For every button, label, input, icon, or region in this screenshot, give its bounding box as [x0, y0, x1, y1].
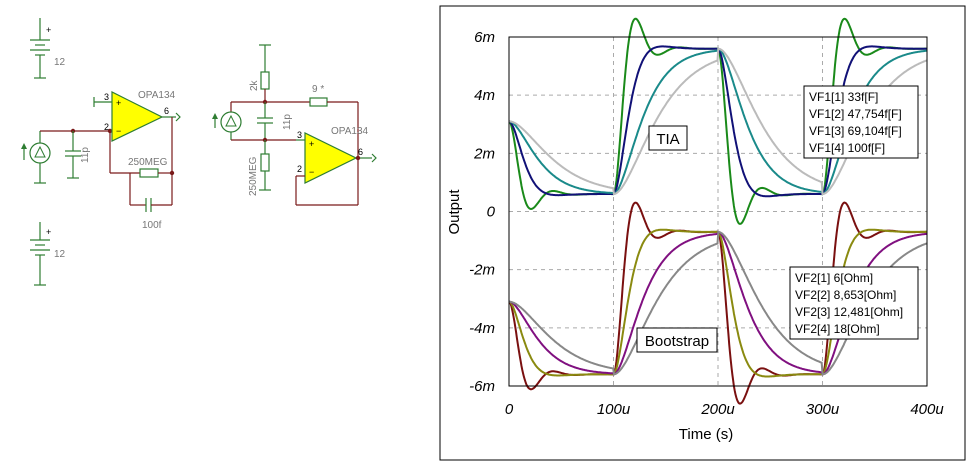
battery-bottom-plus: + [46, 227, 51, 237]
res-fb-1-label: 250MEG [128, 157, 168, 168]
opamp-1-pin6: 6 [164, 106, 169, 116]
plot-area [508, 36, 928, 387]
legend-boot-4: VF2[4] 18[Ohm] [795, 322, 880, 336]
res-fb-2-label: 9 * [312, 84, 324, 95]
chart-ticks: 0 100u 200u 300u 400u -6m -4m -2m 0 2m 4m 6m [469, 29, 944, 418]
y-tick-label: -6m [469, 378, 495, 395]
cap-mid-2[interactable]: 11p [257, 102, 293, 140]
res-top-2-label: 2k [249, 79, 260, 91]
opamp-2-plus: + [309, 139, 314, 149]
res-bot-2-label: 250MEG [248, 156, 259, 196]
opamp-1-minus: − [116, 126, 121, 136]
legend-boot-3: VF2[3] 12,481[Ohm] [795, 305, 903, 319]
current-source-1[interactable] [21, 131, 51, 184]
legend-boot-1: VF2[1] 6[Ohm] [795, 271, 873, 285]
cap-input-1-label: 11p [80, 147, 91, 163]
legend-tia-3: VF1[3] 69,104f[F] [809, 124, 902, 138]
x-tick-label: 400u [910, 401, 944, 418]
cap-mid-2-label: 11p [282, 114, 293, 130]
y-tick-label: 6m [474, 29, 495, 46]
schematic: + 12 + 12 11p + − 3 [21, 18, 377, 286]
opamp-2-pin3: 3 [297, 130, 302, 140]
y-tick-label: 2m [473, 145, 495, 162]
x-tick-label: 200u [700, 401, 735, 418]
y-tick-label: 4m [474, 87, 495, 104]
battery-bottom-value: 12 [54, 249, 66, 260]
battery-bottom[interactable]: + 12 [30, 222, 66, 286]
legend-boot-2: VF2[2] 8,653[Ohm] [795, 288, 896, 302]
y-tick-label: 0 [487, 204, 496, 221]
cap-input-1[interactable]: 11p [65, 131, 91, 179]
node-6 [355, 155, 361, 161]
battery-top-plus: + [46, 25, 51, 35]
opamp-1[interactable]: + − 3 2 6 OPA134 [104, 90, 175, 142]
x-tick-label: 300u [806, 401, 840, 418]
output-arrow-1 [175, 112, 181, 122]
battery-top-value: 12 [54, 57, 66, 68]
x-tick-label: 100u [597, 401, 631, 418]
res-bot-2[interactable]: 250MEG [248, 140, 271, 196]
opamp-2-pin2: 2 [297, 164, 302, 174]
x-tick-label: 0 [505, 401, 514, 418]
battery-top[interactable]: + 12 [30, 18, 66, 79]
opamp-2-pin6: 6 [358, 147, 363, 157]
y-axis-label: Output [446, 189, 463, 235]
y-tick-label: -4m [469, 320, 495, 337]
opamp-2-minus: − [309, 167, 314, 177]
legend-tia-4: VF1[4] 100f[F] [809, 141, 885, 155]
legend-tia-2: VF1[2] 47,754f[F] [809, 107, 902, 121]
y-tick-label: -2m [469, 262, 495, 279]
opamp-2[interactable]: + − 3 2 6 OPA134 [297, 126, 368, 184]
annotation-bootstrap: Bootstrap [636, 327, 718, 353]
opamp-2-label: OPA134 [331, 126, 368, 137]
legend-bootstrap: VF2[1] 6[Ohm] VF2[2] 8,653[Ohm] VF2[3] 1… [789, 266, 919, 340]
output-arrow-2 [371, 153, 377, 163]
legend-tia: VF1[1] 33f[F] VF1[2] 47,754f[F] VF1[3] 6… [803, 85, 919, 159]
annotation-tia: TIA [648, 125, 688, 151]
x-axis-label: Time (s) [679, 426, 733, 443]
opamp-1-label: OPA134 [138, 90, 175, 101]
opamp-1-plus: + [116, 98, 121, 108]
annotation-tia-text: TIA [656, 131, 679, 148]
opamp-1-pin3: 3 [104, 92, 109, 102]
legend-tia-1: VF1[1] 33f[F] [809, 90, 878, 104]
annotation-bootstrap-text: Bootstrap [645, 333, 709, 350]
opamp-1-pin2: 2 [104, 122, 109, 132]
cap-fb-1-label: 100f [142, 220, 162, 231]
